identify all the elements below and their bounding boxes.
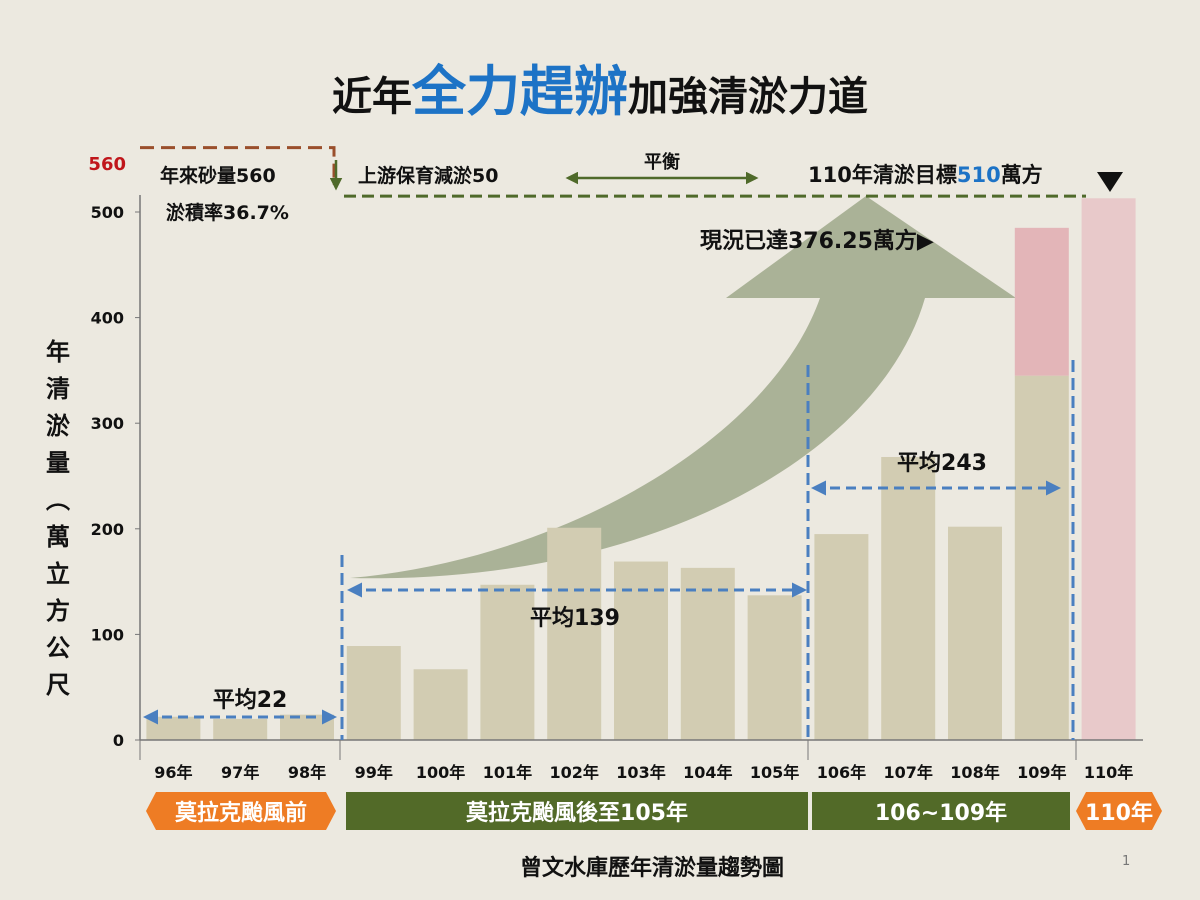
ref-value-label: 560 (88, 154, 126, 175)
x-tick-label: 105年 (750, 763, 799, 782)
x-tick-label: 109年 (1017, 763, 1066, 782)
bar-106年 (814, 534, 869, 740)
period-band-label: 110年 (1085, 800, 1153, 826)
x-tick-label: 99年 (355, 763, 393, 782)
y-tick-label: 0 (113, 731, 124, 750)
x-tick-label: 98年 (288, 763, 326, 782)
x-tick-label: 102年 (549, 763, 598, 782)
sand-inflow-label: 年來砂量560 (160, 164, 276, 187)
annotations: 560 年來砂量560 淤積率36.7% 上游保育減淤50 平衡 110年清淤目… (46, 146, 1130, 881)
x-tick-label: 103年 (616, 763, 665, 782)
y-tick-label: 100 (91, 625, 124, 644)
x-tick-label: 108年 (950, 763, 999, 782)
average-label-3: 平均243 (897, 450, 987, 476)
bar-104年 (680, 567, 735, 740)
period-band (1076, 792, 1162, 830)
axes: 0 100 200 300 400 500 96年 97年 98年 99年 100年 101年 102年… (91, 195, 1143, 782)
growth-arrow-shape (350, 196, 1016, 579)
period-band-label: 莫拉克颱風後至105年 (466, 800, 688, 826)
x-tick-label: 100年 (416, 763, 465, 782)
period-band-label: 莫拉克颱風前 (175, 800, 307, 826)
upstream-label: 上游保育減淤50 (358, 164, 498, 187)
siltation-rate-label: 淤積率36.7% (166, 201, 289, 224)
y-tick-label: 300 (91, 414, 124, 433)
bar-108年 (948, 526, 1002, 740)
target-label: 110年清淤目標510萬方 (808, 163, 1043, 187)
y-axis-label: 年清淤量︵萬立方公尺 (46, 338, 70, 699)
bar-101年 (480, 584, 535, 740)
bar-99年 (346, 646, 401, 740)
period-band-label: 106~109年 (875, 800, 1007, 826)
period-bands: 莫拉克颱風前 莫拉克颱風後至105年 106~109年 110年 (146, 792, 1162, 830)
bar-109-target-segment (1014, 227, 1069, 376)
y-tick-label: 500 (91, 203, 124, 222)
balance-label: 平衡 (644, 151, 680, 173)
x-tick-label: 97年 (221, 763, 259, 782)
target-pointer-icon (1097, 172, 1123, 192)
growth-arrow (350, 196, 1016, 579)
bar-102年 (547, 527, 602, 740)
reference-560-line (140, 146, 336, 185)
bar-107年 (881, 456, 936, 740)
current-status-label: 現況已達376.25萬方▶ (700, 228, 934, 254)
x-tick-label: 110年 (1084, 763, 1133, 782)
bar-97年 (213, 718, 268, 740)
page-number: 1 (1122, 854, 1130, 869)
x-tick-label: 107年 (883, 763, 932, 782)
bar-110年 (1081, 198, 1136, 741)
bar-109年 (1014, 375, 1069, 740)
x-tick-label: 104年 (683, 763, 732, 782)
page-title: 近年全力趕辦加強清淤力道 (332, 60, 868, 123)
x-tick-label: 106年 (817, 763, 866, 782)
x-tick-label: 101年 (483, 763, 532, 782)
y-tick-label: 400 (91, 309, 124, 328)
bar-103年 (614, 561, 668, 740)
x-tick-label: 96年 (154, 763, 192, 782)
y-tick-label: 200 (91, 520, 124, 539)
average-label-1: 平均22 (213, 687, 288, 713)
bar-105年 (747, 595, 802, 740)
period-band (812, 792, 1070, 830)
chart-caption: 曾文水庫歷年清淤量趨勢圖 (520, 855, 784, 881)
bar-96年 (146, 716, 201, 740)
average-label-2: 平均139 (530, 605, 620, 631)
period-band (146, 792, 336, 830)
period-band (346, 792, 808, 830)
bar-100年 (413, 669, 468, 740)
